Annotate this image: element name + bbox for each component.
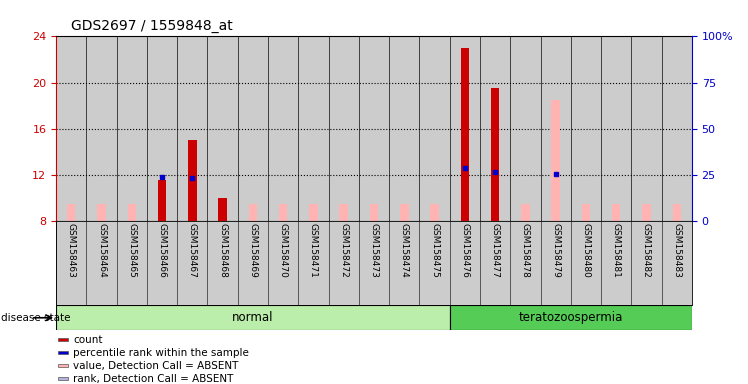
Bar: [129, 220, 135, 221]
Bar: [370, 204, 378, 221]
Text: GSM158469: GSM158469: [248, 223, 257, 278]
Bar: [188, 140, 197, 221]
Bar: [571, 36, 601, 221]
Text: GSM158475: GSM158475: [430, 223, 439, 278]
Text: GSM158465: GSM158465: [127, 223, 136, 278]
Text: GSM158480: GSM158480: [581, 223, 590, 278]
Bar: [430, 204, 439, 221]
Text: GSM158467: GSM158467: [188, 223, 197, 278]
Bar: [310, 220, 316, 221]
Bar: [177, 36, 207, 221]
Bar: [207, 36, 238, 221]
Bar: [268, 36, 298, 221]
Bar: [298, 36, 328, 221]
Text: GSM158464: GSM158464: [97, 223, 106, 278]
Bar: [220, 220, 225, 221]
Text: GSM158481: GSM158481: [612, 223, 621, 278]
Bar: [69, 220, 74, 221]
Bar: [56, 36, 86, 221]
Bar: [340, 204, 348, 221]
Text: GSM158476: GSM158476: [460, 223, 469, 278]
Bar: [117, 36, 147, 221]
Bar: [58, 364, 67, 367]
Bar: [601, 36, 631, 221]
Bar: [359, 36, 389, 221]
Bar: [128, 204, 136, 221]
Bar: [250, 220, 256, 221]
Bar: [644, 220, 649, 221]
Bar: [58, 338, 67, 341]
Text: count: count: [73, 335, 102, 345]
Bar: [400, 204, 408, 221]
Text: GDS2697 / 1559848_at: GDS2697 / 1559848_at: [71, 19, 233, 33]
Bar: [662, 36, 692, 221]
Text: GSM158463: GSM158463: [67, 223, 76, 278]
Bar: [389, 36, 420, 221]
Bar: [86, 36, 117, 221]
Text: GSM158473: GSM158473: [370, 223, 378, 278]
Bar: [97, 204, 105, 221]
Bar: [492, 220, 498, 221]
Bar: [612, 204, 620, 221]
Text: GSM158470: GSM158470: [279, 223, 288, 278]
Bar: [341, 220, 346, 221]
Bar: [99, 220, 104, 221]
Bar: [279, 204, 287, 221]
Bar: [402, 220, 407, 221]
Bar: [159, 220, 165, 221]
Text: GSM158468: GSM158468: [218, 223, 227, 278]
Text: value, Detection Call = ABSENT: value, Detection Call = ABSENT: [73, 361, 239, 371]
Bar: [420, 36, 450, 221]
Text: GSM158483: GSM158483: [672, 223, 681, 278]
Bar: [238, 36, 268, 221]
Bar: [280, 220, 286, 221]
Bar: [248, 204, 257, 221]
Text: GSM158471: GSM158471: [309, 223, 318, 278]
Text: GSM158479: GSM158479: [551, 223, 560, 278]
Text: normal: normal: [232, 311, 274, 324]
Bar: [582, 204, 590, 221]
Bar: [58, 377, 67, 380]
Text: GSM158478: GSM158478: [521, 223, 530, 278]
Text: GSM158466: GSM158466: [158, 223, 167, 278]
Bar: [371, 220, 377, 221]
Bar: [328, 36, 359, 221]
Bar: [551, 100, 560, 221]
Bar: [461, 48, 469, 221]
Bar: [672, 204, 681, 221]
Bar: [583, 220, 589, 221]
Text: rank, Detection Call = ABSENT: rank, Detection Call = ABSENT: [73, 374, 233, 384]
Bar: [521, 204, 530, 221]
Bar: [56, 305, 450, 330]
Text: GSM158482: GSM158482: [642, 223, 651, 278]
Text: GSM158474: GSM158474: [399, 223, 408, 278]
Text: GSM158477: GSM158477: [491, 223, 500, 278]
Bar: [523, 220, 528, 221]
Bar: [309, 204, 318, 221]
Bar: [480, 36, 510, 221]
Bar: [491, 88, 500, 221]
Text: GSM158472: GSM158472: [340, 223, 349, 278]
Bar: [613, 220, 619, 221]
Text: teratozoospermia: teratozoospermia: [518, 311, 623, 324]
Bar: [631, 36, 662, 221]
Bar: [450, 305, 692, 330]
Text: disease state: disease state: [1, 313, 70, 323]
Bar: [158, 180, 166, 221]
Bar: [218, 198, 227, 221]
Bar: [462, 220, 468, 221]
Bar: [450, 36, 480, 221]
Bar: [67, 204, 76, 221]
Bar: [643, 204, 651, 221]
Bar: [147, 36, 177, 221]
Bar: [190, 220, 195, 221]
Bar: [58, 351, 67, 354]
Bar: [674, 220, 679, 221]
Bar: [432, 220, 438, 221]
Bar: [510, 36, 541, 221]
Bar: [541, 36, 571, 221]
Text: percentile rank within the sample: percentile rank within the sample: [73, 348, 249, 358]
Bar: [553, 220, 558, 221]
